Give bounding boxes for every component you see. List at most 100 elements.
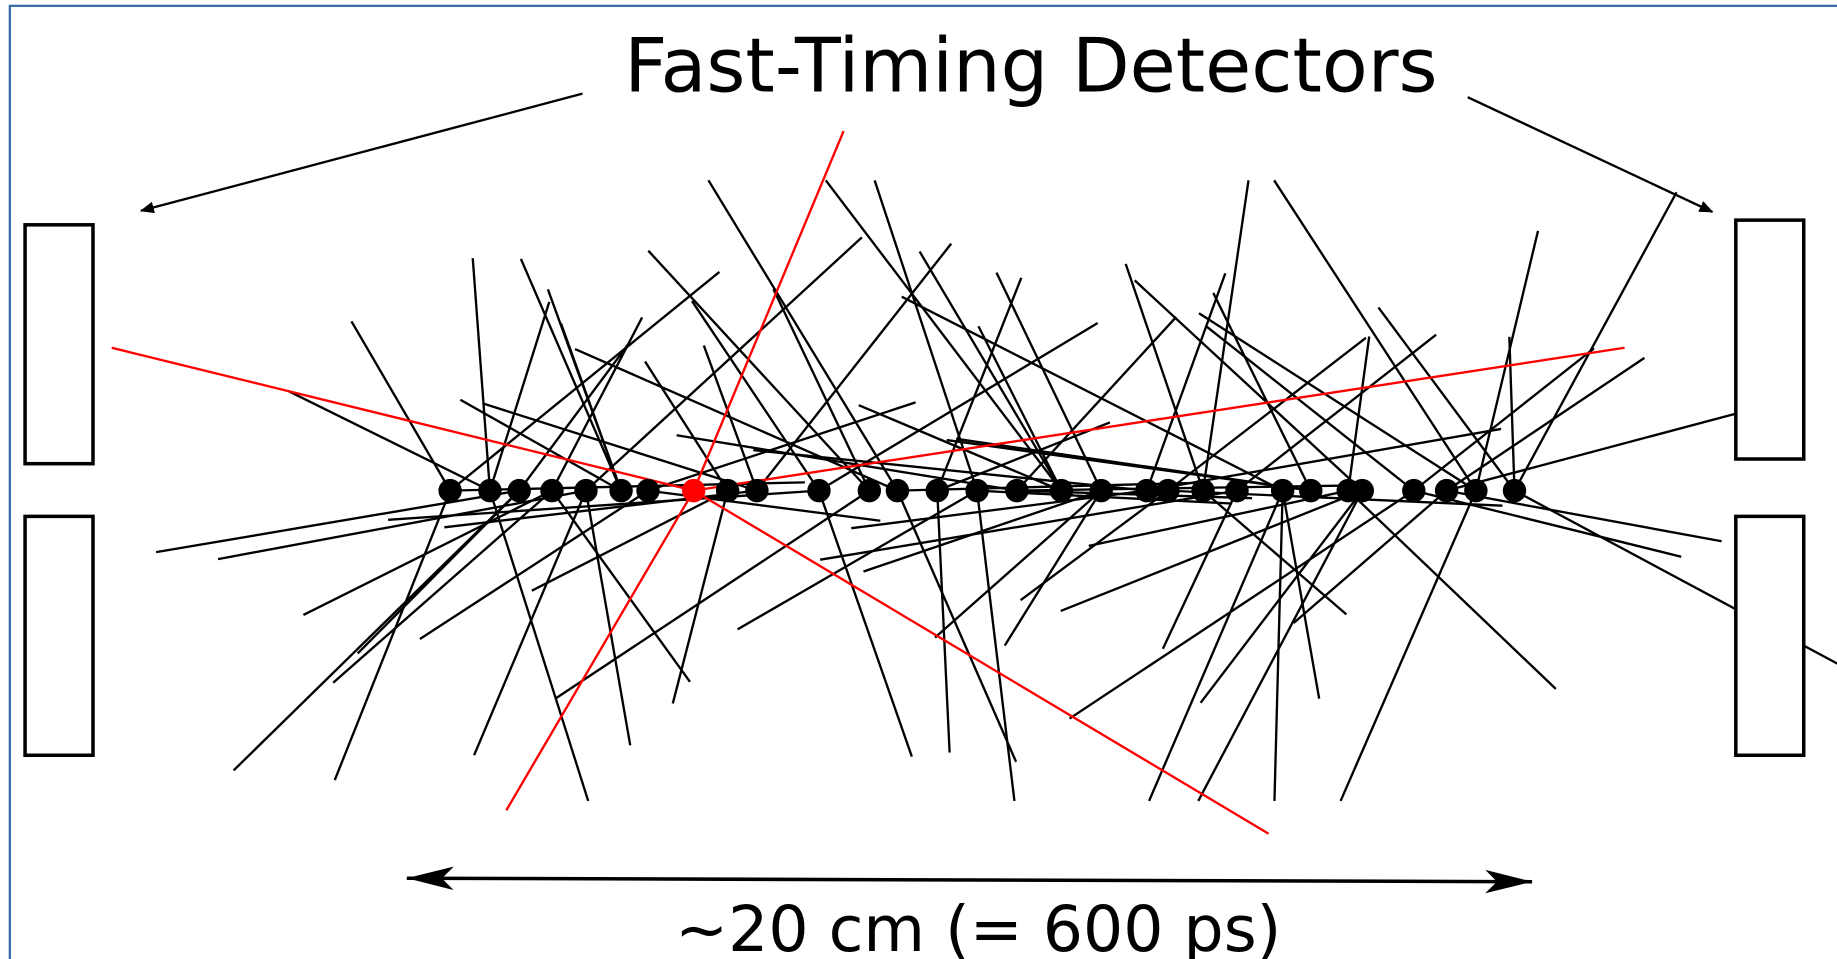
track xyxy=(647,401,916,492)
vertex xyxy=(1502,478,1527,503)
track xyxy=(901,295,1284,492)
track xyxy=(1513,489,1837,665)
vertex xyxy=(857,478,882,503)
track xyxy=(824,179,1063,492)
track xyxy=(1133,279,1364,492)
track xyxy=(519,258,623,492)
track xyxy=(232,489,521,772)
track xyxy=(1281,490,1321,699)
track xyxy=(483,402,758,492)
track xyxy=(1147,490,1284,802)
track xyxy=(934,489,1102,639)
detector xyxy=(23,223,95,466)
track xyxy=(488,301,551,491)
track xyxy=(1003,490,1103,647)
track xyxy=(350,320,452,492)
track xyxy=(1199,489,1364,704)
track xyxy=(551,489,691,683)
track xyxy=(585,236,863,492)
vertex xyxy=(1191,478,1215,503)
track xyxy=(1198,312,1477,492)
signal-vertex xyxy=(681,478,706,503)
track xyxy=(736,489,978,631)
track xyxy=(1339,490,1477,802)
tracks xyxy=(155,179,1837,802)
track xyxy=(1292,489,1448,624)
track xyxy=(574,348,898,492)
track xyxy=(531,489,729,592)
track xyxy=(1167,336,1367,492)
track xyxy=(332,489,553,684)
vertex xyxy=(807,478,831,503)
vertex xyxy=(507,478,531,503)
track xyxy=(155,489,520,554)
track xyxy=(1145,272,1227,492)
vertices xyxy=(438,478,1527,503)
track xyxy=(1124,263,1205,492)
vertex xyxy=(574,478,598,503)
scale-label: ~20 cm (= 600 ps) xyxy=(675,892,1281,959)
vertex xyxy=(1049,478,1074,503)
vertex xyxy=(1350,478,1374,503)
track xyxy=(1347,489,1557,690)
title: Fast-Timing Detectors xyxy=(624,21,1437,109)
vertex xyxy=(715,478,740,503)
track xyxy=(1446,489,1722,543)
track xyxy=(1205,325,1415,492)
track xyxy=(873,179,979,491)
track xyxy=(647,249,871,492)
track xyxy=(772,288,871,492)
track xyxy=(753,448,1147,492)
vertex xyxy=(1135,478,1159,503)
track xyxy=(858,404,1062,492)
vertex xyxy=(1089,478,1113,503)
track xyxy=(1068,489,1415,720)
track xyxy=(471,258,492,491)
track xyxy=(918,250,1063,492)
track xyxy=(1347,336,1371,491)
vertex xyxy=(1225,478,1249,503)
track xyxy=(554,489,870,700)
track xyxy=(896,490,1018,763)
track xyxy=(1508,336,1516,491)
arrow xyxy=(139,92,583,214)
frame xyxy=(8,4,1837,959)
track xyxy=(863,489,1102,573)
signal-track xyxy=(693,346,1625,492)
track xyxy=(302,489,553,617)
track xyxy=(1377,306,1516,492)
vertex xyxy=(636,478,660,503)
vertex xyxy=(1464,478,1488,503)
vertex xyxy=(745,478,769,503)
track xyxy=(473,490,588,756)
signal-tracks xyxy=(111,130,1625,835)
track xyxy=(671,490,729,704)
vertex xyxy=(965,478,989,503)
track xyxy=(975,490,1016,802)
detectors xyxy=(23,218,1806,758)
track xyxy=(1474,230,1540,491)
track xyxy=(995,272,1103,492)
track xyxy=(333,490,452,781)
vertex xyxy=(1270,478,1295,503)
track xyxy=(449,271,721,492)
track xyxy=(1445,356,1646,492)
track xyxy=(644,360,729,492)
arrow xyxy=(1467,96,1714,214)
track xyxy=(707,179,899,492)
track xyxy=(676,434,1018,492)
track xyxy=(955,437,1311,492)
track xyxy=(1413,347,1595,492)
track xyxy=(1201,180,1250,491)
track xyxy=(1513,191,1678,492)
track xyxy=(459,398,622,492)
vertex xyxy=(609,478,633,503)
track xyxy=(1212,292,1312,492)
track xyxy=(1413,489,1682,558)
vertex xyxy=(1434,478,1459,503)
track xyxy=(546,288,623,492)
track xyxy=(1060,489,1363,613)
signal-track xyxy=(693,489,1270,835)
